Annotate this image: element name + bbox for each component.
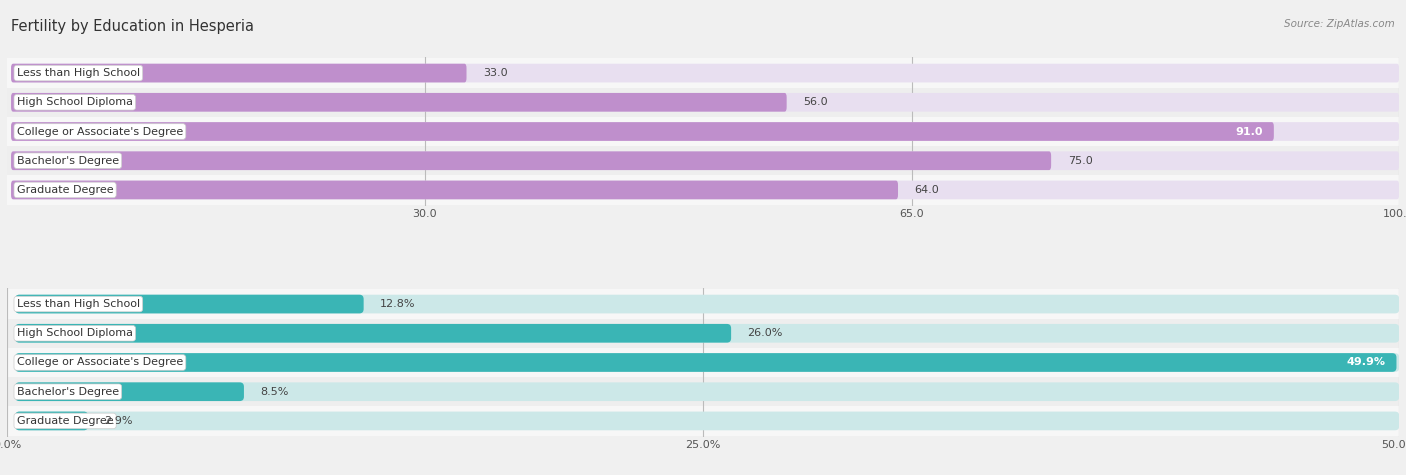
- Text: 26.0%: 26.0%: [748, 328, 783, 338]
- Text: 33.0: 33.0: [484, 68, 508, 78]
- FancyBboxPatch shape: [15, 353, 1399, 372]
- FancyBboxPatch shape: [11, 152, 1052, 170]
- Text: College or Associate's Degree: College or Associate's Degree: [17, 358, 183, 368]
- Bar: [7, 117, 1399, 146]
- Bar: [7, 146, 1399, 175]
- Text: Graduate Degree: Graduate Degree: [17, 185, 114, 195]
- FancyBboxPatch shape: [11, 180, 898, 200]
- FancyBboxPatch shape: [15, 353, 1396, 372]
- Bar: [7, 406, 1399, 436]
- FancyBboxPatch shape: [15, 411, 1399, 430]
- FancyBboxPatch shape: [11, 122, 1274, 141]
- Text: Less than High School: Less than High School: [17, 299, 141, 309]
- Text: 12.8%: 12.8%: [380, 299, 416, 309]
- Text: Fertility by Education in Hesperia: Fertility by Education in Hesperia: [11, 19, 254, 34]
- FancyBboxPatch shape: [15, 382, 243, 401]
- Text: 2.9%: 2.9%: [104, 416, 134, 426]
- Bar: [7, 58, 1399, 88]
- Bar: [7, 348, 1399, 377]
- Text: Source: ZipAtlas.com: Source: ZipAtlas.com: [1284, 19, 1395, 29]
- FancyBboxPatch shape: [15, 324, 731, 342]
- Bar: [7, 175, 1399, 205]
- FancyBboxPatch shape: [11, 64, 1399, 83]
- FancyBboxPatch shape: [15, 294, 1399, 314]
- Bar: [7, 289, 1399, 319]
- FancyBboxPatch shape: [15, 382, 1399, 401]
- Text: High School Diploma: High School Diploma: [17, 328, 132, 338]
- Text: Less than High School: Less than High School: [17, 68, 141, 78]
- FancyBboxPatch shape: [15, 411, 89, 430]
- Text: 75.0: 75.0: [1067, 156, 1092, 166]
- Bar: [7, 88, 1399, 117]
- FancyBboxPatch shape: [11, 152, 1399, 170]
- FancyBboxPatch shape: [11, 180, 1399, 200]
- Text: 91.0: 91.0: [1234, 126, 1263, 136]
- Text: 64.0: 64.0: [914, 185, 939, 195]
- Bar: [7, 377, 1399, 406]
- FancyBboxPatch shape: [11, 122, 1399, 141]
- FancyBboxPatch shape: [11, 93, 786, 112]
- FancyBboxPatch shape: [11, 64, 467, 83]
- FancyBboxPatch shape: [15, 294, 364, 314]
- Text: 56.0: 56.0: [803, 97, 828, 107]
- Text: Bachelor's Degree: Bachelor's Degree: [17, 156, 120, 166]
- Text: Bachelor's Degree: Bachelor's Degree: [17, 387, 120, 397]
- Bar: [7, 319, 1399, 348]
- FancyBboxPatch shape: [11, 93, 1399, 112]
- Text: 8.5%: 8.5%: [260, 387, 288, 397]
- FancyBboxPatch shape: [15, 324, 1399, 342]
- Text: College or Associate's Degree: College or Associate's Degree: [17, 126, 183, 136]
- Text: High School Diploma: High School Diploma: [17, 97, 132, 107]
- Text: Graduate Degree: Graduate Degree: [17, 416, 114, 426]
- Text: 49.9%: 49.9%: [1346, 358, 1385, 368]
